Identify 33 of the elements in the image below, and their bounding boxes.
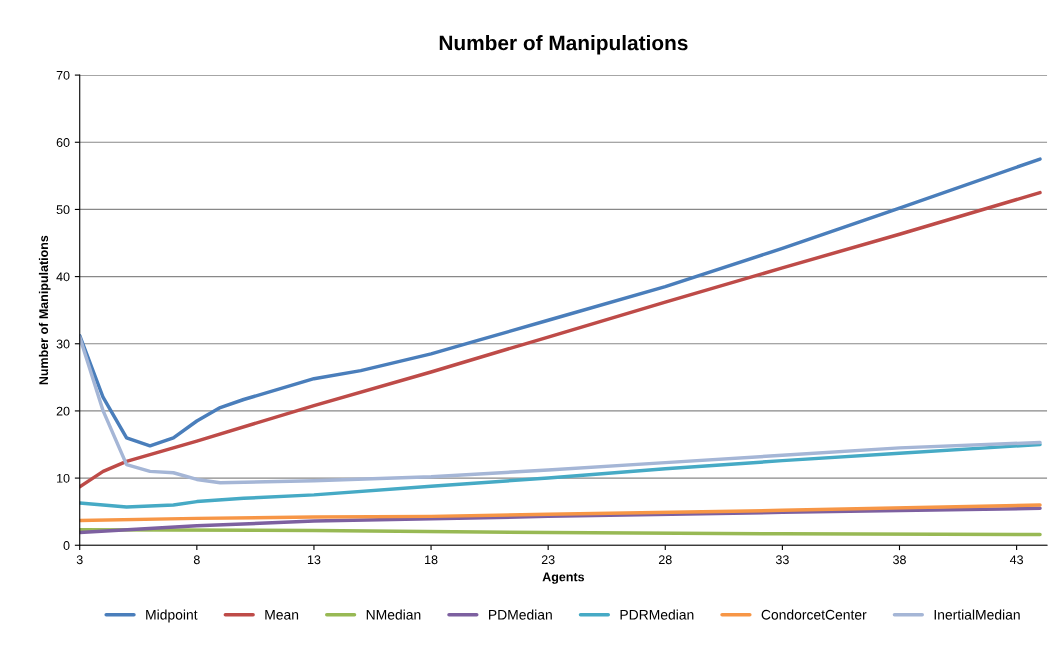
y-tick-label: 70 — [56, 70, 70, 80]
legend-label: CondorcetCenter — [761, 609, 867, 620]
line-series — [79, 335, 1042, 485]
y-tick-label: 40 — [56, 272, 70, 282]
y-tick-label: 60 — [56, 138, 70, 147]
x-tick-label: 8 — [193, 555, 200, 565]
line-series — [79, 442, 1042, 509]
x-axis-title: Agents — [542, 572, 585, 584]
legend-label: PDRMedian — [620, 609, 694, 620]
y-tick-label: 30 — [56, 339, 70, 349]
y-tick-label: 0 — [63, 541, 70, 550]
x-tick-label: 23 — [541, 555, 555, 565]
legend-label: InertialMedian — [934, 609, 1020, 620]
line-series — [79, 190, 1042, 489]
legend-label: Midpoint — [146, 609, 198, 623]
x-tick-label: 28 — [658, 555, 672, 565]
x-tick-label: 38 — [893, 555, 906, 565]
y-axis-title: Number of Manipulations — [38, 235, 51, 385]
line-series — [79, 503, 1042, 523]
x-tick-label: 18 — [425, 555, 438, 565]
legend-label: Mean — [265, 609, 299, 620]
x-tick-label: 33 — [775, 555, 789, 565]
y-tick-label: 20 — [56, 406, 70, 416]
line-series — [79, 157, 1042, 448]
y-tick-label: 10 — [57, 473, 70, 483]
x-tick-label: 43 — [1009, 555, 1024, 565]
legend-label: PDMedian — [489, 609, 552, 620]
chart-title: Number of Manipulations — [439, 35, 688, 55]
x-tick-label: 13 — [307, 555, 321, 565]
legend-label: NMedian — [366, 609, 421, 620]
y-tick-label: 50 — [56, 205, 70, 215]
x-tick-label: 3 — [76, 555, 83, 565]
line-series — [79, 506, 1042, 535]
